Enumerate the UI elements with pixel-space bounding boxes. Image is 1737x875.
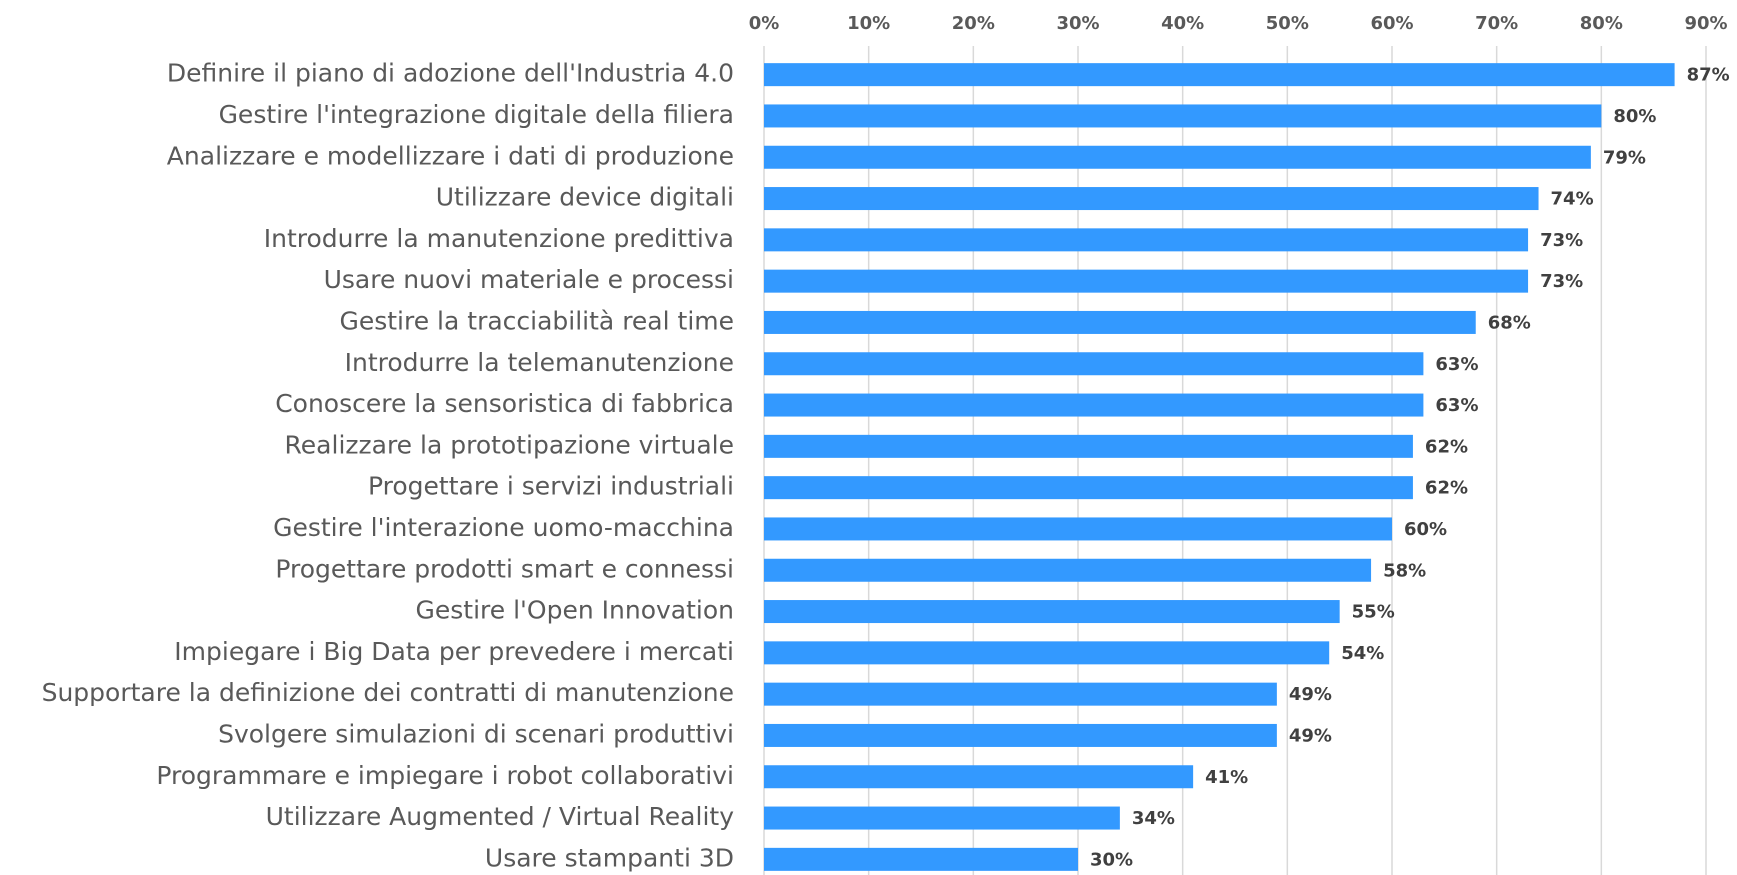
bar (764, 63, 1675, 87)
category-label: Gestire l'interazione uomo-macchina (273, 513, 734, 542)
bar (764, 723, 1277, 747)
value-label: 34% (1132, 808, 1175, 829)
value-label: 55% (1352, 602, 1395, 623)
bar (764, 558, 1372, 582)
value-label: 60% (1404, 519, 1447, 540)
category-label: Usare nuovi materiale e processi (324, 265, 734, 294)
category-label: Introdurre la manutenzione predittiva (264, 224, 734, 253)
category-label: Gestire l'Open Innovation (416, 596, 734, 625)
x-tick-label: 50% (1266, 13, 1309, 34)
category-label: Impiegare i Big Data per prevedere i mer… (174, 637, 734, 666)
bar (764, 434, 1413, 458)
category-label: Supportare la definizione dei contratti … (42, 678, 734, 707)
category-label: Gestire la tracciabilità real time (339, 306, 734, 335)
x-tick-label: 40% (1161, 13, 1204, 34)
value-label: 62% (1425, 478, 1468, 499)
value-label: 68% (1488, 312, 1531, 333)
category-label: Svolgere simulazioni di scenari produtti… (218, 719, 734, 748)
category-label: Progettare prodotti smart e connessi (275, 554, 734, 583)
bar (764, 145, 1591, 169)
value-label: 73% (1540, 230, 1583, 251)
category-label: Progettare i servizi industriali (368, 472, 734, 501)
x-tick-label: 70% (1475, 13, 1518, 34)
value-label: 79% (1603, 147, 1646, 168)
bar (764, 682, 1277, 706)
value-label: 80% (1613, 106, 1656, 127)
value-label: 63% (1435, 395, 1478, 416)
bar (764, 847, 1078, 871)
x-tick-label: 60% (1370, 13, 1413, 34)
category-label: Usare stampanti 3D (485, 843, 734, 872)
x-tick-label: 20% (952, 13, 995, 34)
x-tick-label: 30% (1056, 13, 1099, 34)
value-label: 54% (1341, 643, 1384, 664)
value-label: 49% (1289, 684, 1332, 705)
bar (764, 310, 1476, 334)
value-label: 58% (1383, 560, 1426, 581)
category-label: Programmare e impiegare i robot collabor… (156, 761, 734, 790)
bar (764, 352, 1424, 376)
x-tick-label: 0% (749, 13, 780, 34)
category-label: Analizzare e modellizzare i dati di prod… (167, 141, 734, 170)
value-label: 41% (1205, 767, 1248, 788)
category-label: Realizzare la prototipazione virtuale (285, 430, 734, 459)
x-tick-label: 10% (847, 13, 890, 34)
bar (764, 600, 1340, 624)
category-label: Definire il piano di adozione dell'Indus… (167, 59, 734, 88)
bar (764, 269, 1529, 293)
value-label: 73% (1540, 271, 1583, 292)
bar (764, 228, 1529, 252)
category-label: Utilizzare Augmented / Virtual Reality (266, 802, 735, 831)
bar (764, 187, 1539, 211)
category-label: Utilizzare device digitali (436, 183, 734, 212)
bar (764, 393, 1424, 417)
category-label: Conoscere la sensoristica di fabbrica (275, 389, 734, 418)
value-label: 87% (1687, 65, 1730, 86)
category-label: Gestire l'integrazione digitale della fi… (219, 100, 734, 129)
value-label: 30% (1090, 849, 1133, 870)
bar (764, 806, 1120, 830)
value-label: 74% (1551, 189, 1594, 210)
value-label: 49% (1289, 725, 1332, 746)
bar (764, 765, 1194, 789)
x-tick-label: 80% (1580, 13, 1623, 34)
category-label: Introdurre la telemanutenzione (345, 348, 734, 377)
bar (764, 641, 1330, 665)
bar (764, 104, 1602, 128)
x-tick-label: 90% (1684, 13, 1727, 34)
bar (764, 517, 1392, 541)
value-label: 63% (1435, 354, 1478, 375)
bar (764, 476, 1413, 500)
value-label: 62% (1425, 436, 1468, 457)
